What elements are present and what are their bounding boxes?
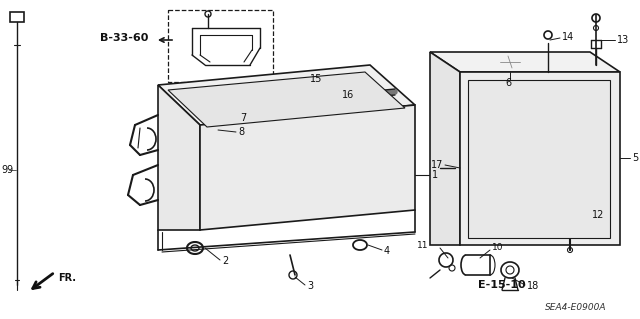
Text: 3: 3 (307, 281, 313, 291)
Text: 13: 13 (617, 35, 629, 45)
Text: 6: 6 (505, 78, 511, 88)
Polygon shape (200, 105, 415, 230)
Text: 8: 8 (238, 127, 244, 137)
Polygon shape (430, 52, 460, 245)
Text: 9: 9 (6, 165, 12, 175)
Text: 10: 10 (492, 243, 504, 253)
Polygon shape (168, 72, 405, 127)
Text: B-33-60: B-33-60 (100, 33, 148, 43)
Text: 14: 14 (562, 32, 574, 42)
Text: 5: 5 (632, 153, 638, 163)
Bar (10, 12, 24, 22)
Text: 17: 17 (431, 160, 443, 170)
Polygon shape (158, 85, 200, 230)
Text: 16: 16 (342, 90, 355, 100)
Polygon shape (430, 52, 620, 72)
Text: 1: 1 (432, 170, 438, 180)
Text: SEA4-E0900A: SEA4-E0900A (545, 303, 607, 313)
Polygon shape (468, 80, 610, 238)
Text: FR.: FR. (58, 273, 76, 283)
Text: 9: 9 (2, 165, 8, 175)
Text: 7: 7 (240, 113, 246, 123)
Text: 18: 18 (527, 281, 540, 291)
Text: 4: 4 (384, 246, 390, 256)
Polygon shape (460, 72, 620, 245)
Polygon shape (158, 65, 415, 125)
Bar (168, 10, 273, 82)
Text: 15: 15 (310, 74, 323, 84)
Text: 12: 12 (592, 210, 604, 220)
Text: 11: 11 (417, 241, 428, 250)
Text: 2: 2 (222, 256, 228, 266)
Text: E-15-10: E-15-10 (478, 280, 525, 290)
